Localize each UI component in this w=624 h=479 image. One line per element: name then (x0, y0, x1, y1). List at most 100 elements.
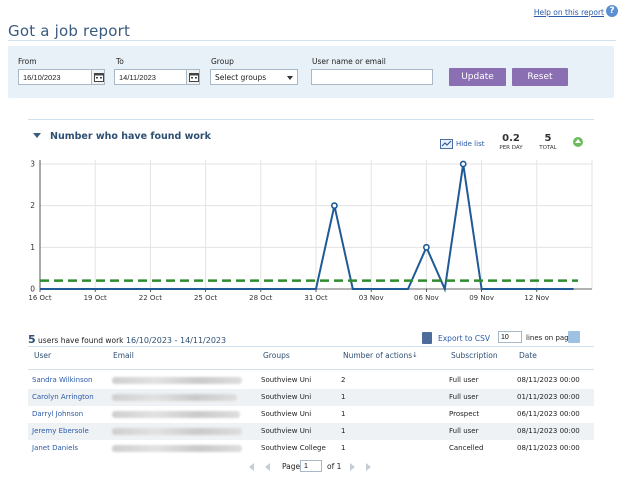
subscription-status: Full user (449, 376, 479, 384)
prev-page-icon[interactable] (265, 463, 270, 471)
user-search-input[interactable] (311, 69, 433, 85)
total-value: 5 (544, 133, 552, 144)
table-row: Janet Daniels Southview College 1 Cancelled… (28, 440, 594, 457)
user-group: Southview Uni (261, 410, 312, 418)
lines-per-page-input[interactable] (498, 331, 522, 343)
csv-file-icon[interactable] (422, 332, 432, 344)
column-header-groups[interactable]: Groups (263, 351, 290, 360)
found-work-line (40, 163, 574, 293)
x-tick-label: 31 Oct (304, 294, 327, 302)
user-name-link[interactable]: Jeremy Ebersole (32, 427, 89, 435)
from-calendar-button[interactable] (91, 69, 105, 85)
x-tick-label: 16 Oct (28, 294, 51, 302)
column-header-actions[interactable]: Number of actions (343, 351, 413, 360)
x-tick-label: 12 Nov (524, 294, 549, 302)
per-day-value: 0.2 (502, 133, 520, 144)
y-tick-label: 3 (30, 160, 35, 169)
collapse-toggle-icon[interactable] (33, 133, 41, 138)
user-group: Southview College (261, 444, 326, 452)
y-tick-label: 1 (30, 243, 35, 252)
user-name-link[interactable]: Sandra Wilkinson (32, 376, 93, 384)
help-icon[interactable]: ? (606, 5, 618, 17)
x-tick-label: 06 Nov (414, 294, 439, 302)
table-row: Darryl Johnson Southview Uni 1 Prospect 06/1… (28, 406, 594, 423)
chart-icon[interactable] (440, 139, 453, 149)
group-label: Group (211, 57, 234, 66)
results-count-text: users have found work (38, 336, 124, 345)
to-calendar-button[interactable] (186, 69, 200, 85)
x-tick-label: 25 Oct (194, 294, 217, 302)
user-group: Southview Uni (261, 427, 312, 435)
arrow-up-icon[interactable] (573, 137, 583, 147)
chart-heading: Number who have found work (50, 131, 211, 142)
x-tick-label: 19 Oct (84, 294, 107, 302)
to-date-input[interactable] (114, 69, 196, 85)
from-label: From (18, 57, 37, 66)
column-header-email[interactable]: Email (113, 351, 134, 360)
action-count: 2 (341, 376, 346, 384)
x-tick-label: 03 Nov (359, 294, 384, 302)
chart-grid (39, 160, 593, 289)
column-header-date[interactable]: Date (519, 351, 537, 360)
update-button[interactable]: Update (449, 68, 506, 86)
found-work-date: 08/11/2023 00:00 (517, 427, 580, 435)
column-header-subscription[interactable]: Subscription (451, 351, 498, 360)
user-label: User name or email (312, 57, 386, 66)
redacted-email (112, 445, 242, 452)
page-title: Got a job report (8, 22, 131, 40)
redacted-email (112, 428, 242, 435)
user-name-link[interactable]: Carolyn Arrington (32, 393, 94, 401)
data-point (459, 160, 467, 168)
first-page-icon[interactable] (249, 463, 254, 471)
calendar-icon (189, 73, 199, 82)
group-select[interactable]: Select groups (210, 69, 298, 85)
line-chart-icon (441, 140, 452, 147)
subscription-status: Prospect (449, 410, 480, 418)
reset-button[interactable]: Reset (512, 68, 568, 86)
table-row: Jeremy Ebersole Southview Uni 1 Full user 08… (28, 423, 594, 440)
group-select-value: Select groups (215, 73, 267, 82)
chevron-down-icon (287, 76, 293, 80)
subscription-status: Full user (449, 393, 479, 401)
subscription-status: Cancelled (449, 444, 484, 452)
user-name-link[interactable]: Janet Daniels (32, 444, 79, 452)
chart-labels: 16 Oct 19 Oct 22 Oct 25 Oct 28 Oct 31 Oct 03 N… (28, 160, 549, 303)
total-label: TOTAL (539, 145, 557, 151)
results-count: 5 (28, 333, 36, 346)
results-summary: 5 users have found work 16/10/2023 - 14/… (28, 333, 226, 346)
action-count: 1 (341, 393, 346, 401)
to-label: To (116, 57, 124, 66)
found-work-chart: 16 Oct 19 Oct 22 Oct 25 Oct 28 Oct 31 Oct 03 N… (28, 160, 593, 303)
next-page-icon[interactable] (350, 463, 355, 471)
lines-per-page-label: lines on page (526, 334, 573, 342)
table-header: User Email Groups Number of actions ↓ Su… (28, 346, 594, 370)
export-csv-link[interactable]: Export to CSV (438, 334, 490, 343)
apply-lines-button[interactable] (568, 331, 580, 343)
user-name-link[interactable]: Darryl Johnson (32, 410, 84, 418)
page-count: of 1 (327, 462, 342, 471)
help-link[interactable]: Help on this report (533, 8, 604, 17)
user-group: Southview Uni (261, 393, 312, 401)
y-tick-label: 2 (30, 201, 35, 210)
data-point (330, 202, 338, 210)
user-group: Southview Uni (261, 376, 312, 384)
redacted-email (112, 411, 240, 418)
table-row: Carolyn Arrington Southview Uni 1 Full user… (28, 389, 594, 406)
calendar-icon (94, 73, 104, 82)
found-work-date: 08/11/2023 00:00 (517, 376, 580, 384)
found-work-date: 01/11/2023 00:00 (517, 393, 580, 401)
column-header-user[interactable]: User (34, 351, 52, 360)
x-tick-label: 28 Oct (249, 294, 272, 302)
found-work-date: 08/11/2023 00:00 (517, 444, 580, 452)
chart-series (40, 160, 578, 293)
hide-list-link[interactable]: Hide list (456, 140, 485, 148)
x-tick-label: 22 Oct (139, 294, 162, 302)
page-label: Page (282, 462, 301, 471)
page-number-input[interactable] (300, 460, 322, 472)
sort-down-icon[interactable]: ↓ (412, 351, 418, 359)
title-divider (8, 40, 616, 41)
from-date-input[interactable] (18, 69, 100, 85)
last-page-icon[interactable] (366, 463, 371, 471)
y-tick-label: 0 (30, 285, 35, 294)
found-work-date: 06/11/2023 00:00 (517, 410, 580, 418)
